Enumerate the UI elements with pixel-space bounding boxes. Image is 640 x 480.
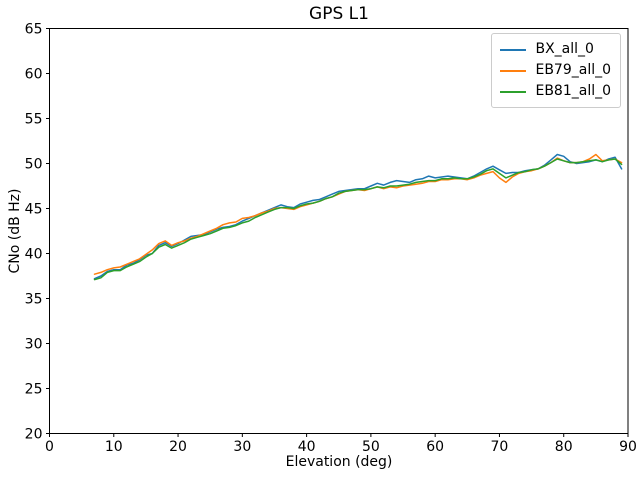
x-tick-label: 10: [105, 439, 123, 455]
legend-line-swatch: [500, 69, 527, 72]
y-tick-label: 45: [25, 202, 43, 218]
x-tick-label: 50: [362, 439, 380, 455]
legend-item-EB79_all_0: EB79_all_0: [500, 60, 611, 81]
x-tick-label: 40: [298, 439, 316, 455]
y-tick-label: 50: [25, 157, 43, 173]
x-tick-label: 70: [491, 439, 509, 455]
x-tick-label: 90: [619, 439, 637, 455]
y-tick-label: 60: [25, 67, 43, 83]
legend-label: EB81_all_0: [535, 83, 611, 99]
y-tick-label: 20: [25, 427, 43, 443]
y-tick-label: 40: [25, 247, 43, 263]
x-tick-label: 0: [45, 439, 54, 455]
y-tick-label: 55: [25, 112, 43, 128]
legend-item-BX_all_0: BX_all_0: [500, 39, 611, 60]
series-line-BX_all_0: [93, 153, 623, 280]
legend-line-swatch: [500, 90, 527, 93]
legend-item-EB81_all_0: EB81_all_0: [500, 81, 611, 102]
legend-label: BX_all_0: [535, 41, 594, 57]
x-axis-label: Elevation (deg): [285, 454, 393, 470]
axes-frame: [49, 28, 629, 434]
x-tick-label: 80: [555, 439, 573, 455]
legend: BX_all_0 EB79_all_0 EB81_all_0: [491, 33, 621, 108]
x-tick-label: 30: [233, 439, 251, 455]
x-tick-label: 60: [426, 439, 444, 455]
x-tick-label: 20: [169, 439, 187, 455]
series-line-EB79_all_0: [93, 153, 623, 275]
y-tick-label: 25: [25, 382, 43, 398]
chart-title: GPS L1: [309, 4, 369, 24]
series-line-EB81_all_0: [93, 158, 623, 281]
y-tick-label: 65: [25, 22, 43, 38]
y-tick-label: 30: [25, 337, 43, 353]
legend-line-swatch: [500, 48, 527, 51]
y-tick-label: 35: [25, 292, 43, 308]
y-axis-label: CNo (dB Hz): [7, 188, 23, 274]
legend-label: EB79_all_0: [535, 62, 611, 78]
